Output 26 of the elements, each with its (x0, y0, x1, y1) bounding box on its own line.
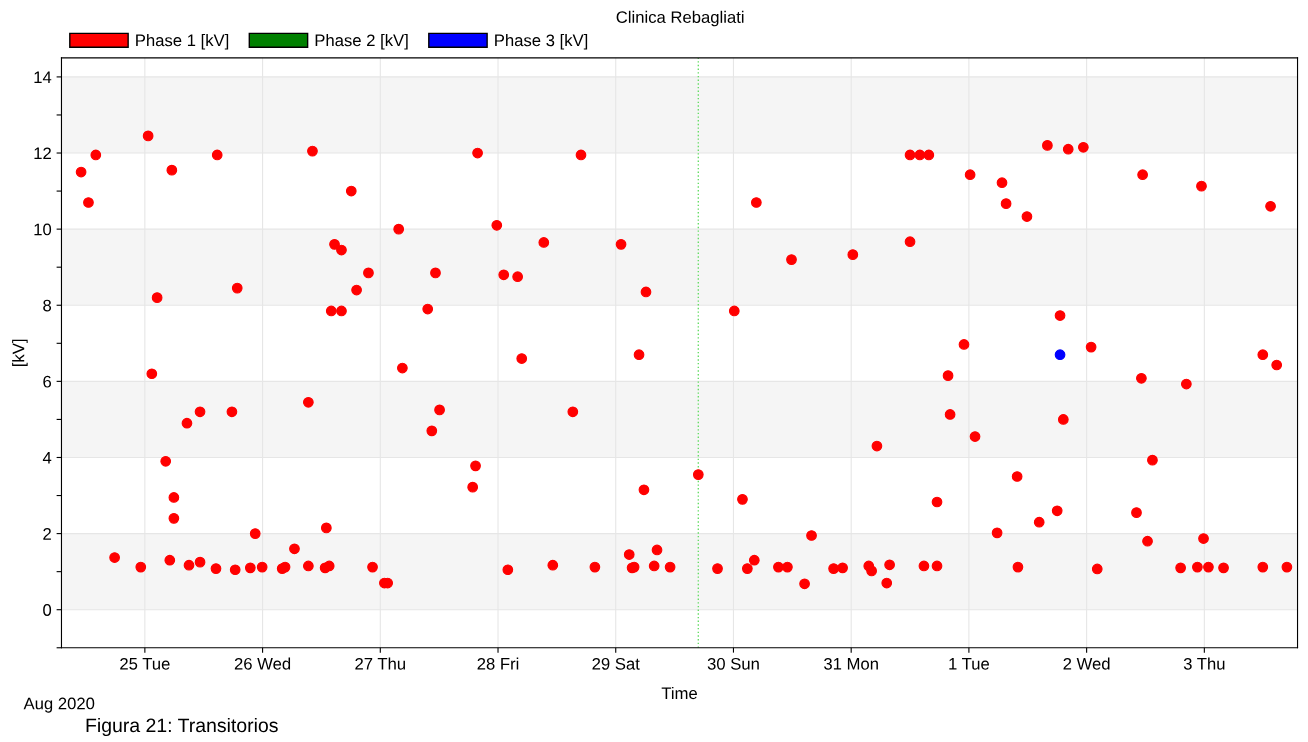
x-axis-title: Time (661, 686, 697, 700)
y-axis-title: [kV] (12, 339, 28, 366)
x-tick-label: 30 Sun (707, 657, 759, 670)
text: Figura 21: Transitorios (86, 717, 278, 737)
legend-label: Phase 1 [kV] (136, 34, 229, 50)
x-tick-label: 27 Thu (355, 657, 405, 670)
x-tick-label: 26 Wed (234, 657, 291, 670)
legend-label: Phase 2 [kV] (315, 34, 408, 50)
y-tick-label: 14 (34, 71, 52, 83)
y-tick-label: 8 (43, 299, 52, 312)
x-tick-label: 29 Sat (592, 657, 640, 670)
text: Aug 2020 (23, 697, 95, 713)
x-tick-label: 3 Thu (1183, 657, 1225, 670)
x-tick-label: 25 Tue (120, 657, 170, 670)
y-tick-label: 12 (34, 147, 51, 160)
x-tick-label: 31 Mon (824, 657, 878, 670)
x-tick-label: 28 Fri (477, 657, 519, 670)
y-tick-label: 2 (43, 527, 51, 540)
y-tick-label: 0 (43, 604, 52, 616)
chart-title: Clinica Rebagliati (616, 10, 744, 27)
x-tick-label: 1 Tue (949, 658, 990, 670)
y-tick-label: 4 (42, 452, 52, 464)
y-tick-label: 10 (34, 223, 52, 236)
x-tick-label: 2 Wed (1063, 657, 1110, 670)
y-tick-label: 6 (43, 375, 52, 388)
legend-label: Phase 3 [kV] (495, 34, 588, 50)
